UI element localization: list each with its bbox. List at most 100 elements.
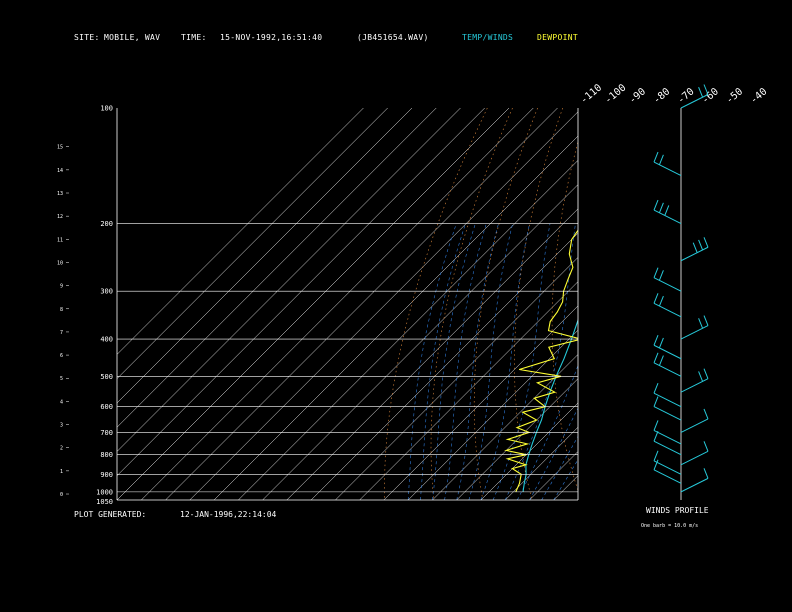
wind-barb-staff — [653, 161, 682, 177]
moist-adiabat-line — [480, 223, 530, 500]
isotherm-line — [141, 108, 534, 500]
wind-barb-feather — [653, 352, 659, 363]
pressure-tick-label: 700 — [100, 429, 113, 437]
wind-barb-feather — [658, 202, 664, 213]
wind-barb-staff — [653, 209, 682, 225]
moist-adiabat-line — [432, 223, 476, 500]
wind-barb-feather — [658, 295, 664, 307]
dry-adiabat-line — [551, 140, 578, 492]
height-tick-label: 7 — [60, 330, 63, 336]
dry-adiabat-line — [738, 108, 792, 500]
height-tick-label: 12 — [57, 214, 63, 220]
height-tick-label: 6 — [60, 353, 63, 359]
height-tick-label: 14 — [57, 168, 63, 174]
isotherm-line — [165, 108, 558, 500]
time-value: 15-NOV-1992,16:51:40 — [220, 33, 323, 42]
moist-adiabat-line — [492, 223, 551, 500]
wind-barb-feather — [698, 239, 704, 251]
wind-barb-staff — [653, 406, 682, 421]
pressure-tick-label: 100 — [100, 105, 113, 113]
height-tick-label: 9 — [60, 284, 63, 290]
pressure-tick-label: 1050 — [96, 498, 113, 506]
wind-barb-feather — [703, 368, 709, 379]
wind-barb-staff — [653, 460, 682, 475]
wind-barb-staff — [680, 94, 709, 109]
moist-adiabat-line — [407, 223, 457, 500]
isotherm-line — [117, 108, 485, 476]
height-tick-label: 11 — [57, 237, 63, 243]
barb-note: One barb = 10.0 m/s — [641, 523, 699, 529]
wind-barb-feather — [653, 430, 659, 442]
isotherm-line — [262, 184, 578, 500]
wind-barb-feather — [703, 315, 709, 326]
height-tick-label: 15 — [57, 145, 63, 151]
dry-adiabat-line — [764, 108, 792, 500]
plot-area — [117, 108, 792, 500]
wind-barb-feather — [703, 84, 709, 95]
isotherm-line — [238, 160, 578, 500]
isotherm-line — [286, 208, 578, 500]
time-label: TIME: — [181, 33, 207, 42]
wind-barb-feather — [703, 237, 709, 248]
wind-barb-staff — [653, 302, 682, 318]
wind-barb-feather — [698, 87, 704, 98]
pressure-tick-label: 600 — [100, 403, 113, 411]
pressure-tick-label: 300 — [100, 288, 113, 296]
wind-barb-feather — [653, 335, 659, 346]
wind-barb-feather — [653, 383, 659, 394]
wind-barb-staff — [653, 469, 682, 484]
isotherm-line — [407, 329, 578, 500]
wind-barb-feather — [692, 242, 698, 253]
wind-barb-feather — [703, 408, 709, 420]
height-tick-label: 3 — [60, 423, 63, 429]
wind-barb-feather — [703, 468, 709, 479]
wind-barb-staff — [653, 344, 682, 360]
wind-barb-staff — [653, 362, 682, 377]
moist-adiabat-line — [504, 223, 576, 500]
height-tick-label: 8 — [60, 307, 63, 313]
temp-axis-tick-label: -50 — [724, 86, 745, 106]
isotherm-line — [553, 475, 578, 500]
wind-barb-feather — [653, 450, 659, 461]
wind-barb-staff — [653, 429, 682, 445]
wind-barb-feather — [658, 154, 664, 165]
isotherm-line — [117, 108, 413, 404]
isotherm-line — [189, 111, 578, 500]
wind-barb-feather — [653, 151, 659, 163]
dry-adiabat-line — [384, 108, 488, 500]
dry-adiabat-line — [682, 108, 778, 500]
wind-barb-feather — [658, 355, 664, 366]
wind-barb-staff — [653, 277, 682, 292]
height-tick-label: 1 — [60, 469, 63, 475]
wind-barb-feather — [653, 267, 659, 278]
moist-adiabat-line — [456, 223, 499, 500]
wind-barb-feather — [658, 270, 664, 281]
wind-barb-feather — [653, 459, 659, 471]
isotherm-line — [117, 108, 364, 355]
isotherm-line — [117, 108, 437, 428]
site-label: SITE: — [74, 33, 100, 42]
dry-adiabat-line — [430, 108, 513, 500]
pressure-tick-label: 400 — [100, 336, 113, 344]
isotherm-line — [213, 135, 578, 500]
pressure-tick-label: 500 — [100, 373, 113, 381]
dewpoint-profile-line — [504, 229, 578, 493]
plot-generated-value: 12-JAN-1996,22:14:04 — [180, 510, 277, 519]
pressure-tick-label: 800 — [100, 451, 113, 459]
isotherm-line — [359, 281, 578, 500]
isotherm-line — [117, 108, 388, 379]
legend-dewpoint: DEWPOINT — [537, 33, 578, 42]
temp-axis-tick-label: -70 — [676, 86, 697, 106]
moist-adiabat-line — [468, 223, 513, 500]
isotherm-line — [310, 232, 578, 500]
wind-barb-staff — [680, 378, 709, 393]
site-value: MOBILE, WAV — [104, 33, 161, 42]
height-tick-label: 0 — [60, 492, 63, 498]
moist-adiabat-line — [444, 223, 487, 500]
wind-barb-staff — [653, 392, 682, 408]
pressure-tick-label: 900 — [100, 471, 113, 479]
wind-barb-feather — [703, 441, 709, 452]
plot-generated-label: PLOT GENERATED: — [74, 510, 147, 519]
isotherm-line — [117, 108, 461, 452]
height-tick-label: 4 — [60, 399, 63, 405]
